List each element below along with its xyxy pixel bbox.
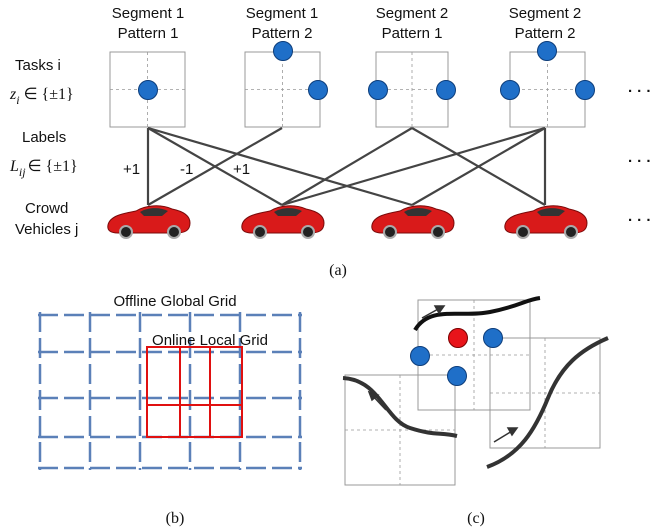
tasks-label: Tasks i [15, 57, 61, 74]
car [242, 206, 324, 238]
pattern-label: Pattern 2 [515, 25, 576, 42]
local-grid [147, 347, 242, 437]
edge-label: -1 [180, 161, 193, 178]
crowd-label: Crowd [25, 200, 68, 217]
edge-label: +1 [123, 161, 140, 178]
car [372, 206, 454, 238]
label-variable: Lij∈ {±1} [9, 158, 78, 179]
global-grid-label: Offline Global Grid [113, 293, 236, 310]
task-dots [139, 42, 595, 100]
car [505, 206, 587, 238]
car-wheel [432, 226, 444, 238]
segment-label: Segment 2 [376, 5, 449, 22]
edges [148, 128, 545, 205]
edge-label: +1 [233, 161, 250, 178]
pattern-label: Pattern 2 [252, 25, 313, 42]
car-wheel [168, 226, 180, 238]
map-matching [343, 298, 608, 485]
pattern-label: Pattern 1 [118, 25, 179, 42]
ellipsis: · · · [628, 83, 651, 100]
caption: (c) [467, 510, 485, 527]
pattern-label: Pattern 1 [382, 25, 443, 42]
car-wheel [517, 226, 529, 238]
ellipsis: · · · [628, 153, 651, 170]
car-wheel [384, 226, 396, 238]
caption: (b) [166, 510, 185, 527]
car-wheel [120, 226, 132, 238]
segment-label: Segment 1 [112, 5, 185, 22]
figure: Segment 1 Pattern 1 Segment 1 Pattern 2 Segm… [0, 0, 664, 531]
segment-label: Segment 2 [509, 5, 582, 22]
car-wheel [254, 226, 266, 238]
task-variable: zi∈ {±1} [9, 86, 74, 107]
labels-label: Labels [22, 129, 66, 146]
car-wheel [302, 226, 314, 238]
segment-label: Segment 1 [246, 5, 319, 22]
column-headers: Segment 1 Pattern 1 Segment 1 Pattern 2 Segm… [112, 5, 582, 42]
vehicles-label: Vehicles j [15, 221, 78, 238]
car-wheel [565, 226, 577, 238]
caption: (a) [329, 262, 347, 279]
vehicles [108, 206, 587, 238]
local-grid-label: Online Local Grid [152, 332, 268, 349]
ellipsis: · · · [628, 212, 651, 229]
car [108, 206, 190, 238]
